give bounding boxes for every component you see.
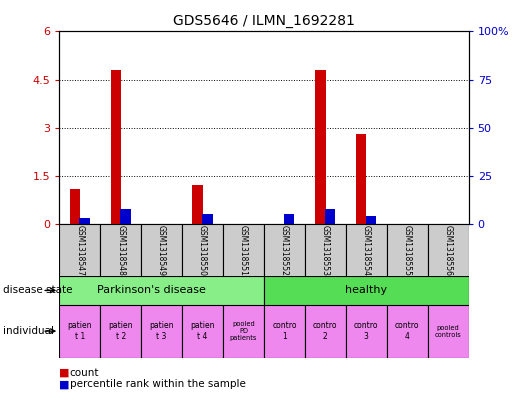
Text: contro
4: contro 4 [395,321,420,341]
Text: pooled
controls: pooled controls [435,325,461,338]
Bar [427,224,469,277]
Text: GSM1318556: GSM1318556 [444,225,453,276]
Text: GSM1318547: GSM1318547 [75,225,84,276]
Bar [264,224,305,277]
Text: GSM1318555: GSM1318555 [403,225,411,276]
Text: GSM1318548: GSM1318548 [116,225,125,276]
Text: GSM1318553: GSM1318553 [321,225,330,276]
Text: contro
3: contro 3 [354,321,379,341]
Text: patien
t 3: patien t 3 [149,321,174,341]
Text: disease state: disease state [3,285,72,296]
Bar [59,305,100,358]
Title: GDS5646 / ILMN_1692281: GDS5646 / ILMN_1692281 [173,14,355,28]
Text: contro
1: contro 1 [272,321,297,341]
Text: percentile rank within the sample: percentile rank within the sample [70,379,246,389]
Text: patien
t 2: patien t 2 [108,321,133,341]
Bar [100,224,141,277]
Text: GSM1318550: GSM1318550 [198,225,207,276]
Text: GSM1318554: GSM1318554 [362,225,371,276]
Bar [305,224,346,277]
Bar [59,276,264,305]
Text: ■: ■ [59,379,70,389]
Bar [59,224,100,277]
Text: count: count [70,367,99,378]
Bar [346,224,387,277]
Bar [315,70,325,224]
Text: patien
t 1: patien t 1 [67,321,92,341]
Bar [141,224,182,277]
Bar [223,305,264,358]
Bar [121,209,131,224]
Text: GSM1318551: GSM1318551 [239,225,248,276]
Bar [111,70,121,224]
Bar [100,305,141,358]
Bar [356,134,367,224]
Bar [305,305,346,358]
Text: pooled
PD
patients: pooled PD patients [230,321,257,341]
Text: GSM1318549: GSM1318549 [157,225,166,276]
Bar [193,185,203,224]
Bar [366,216,376,224]
Text: contro
2: contro 2 [313,321,338,341]
Bar [223,224,264,277]
Bar [79,218,90,224]
Text: healthy: healthy [345,285,387,296]
Bar [387,305,427,358]
Bar [202,214,213,224]
Bar [284,214,295,224]
Bar [141,305,182,358]
Bar [182,305,223,358]
Bar [346,305,387,358]
Text: Parkinson's disease: Parkinson's disease [97,285,206,296]
Text: patien
t 4: patien t 4 [190,321,215,341]
Text: ■: ■ [59,367,70,378]
Bar [387,224,427,277]
Bar [70,189,80,224]
Bar [182,224,223,277]
Text: individual: individual [3,326,54,336]
Bar [325,209,335,224]
Bar [264,305,305,358]
Bar [427,305,469,358]
Text: GSM1318552: GSM1318552 [280,225,289,276]
Bar [264,276,469,305]
